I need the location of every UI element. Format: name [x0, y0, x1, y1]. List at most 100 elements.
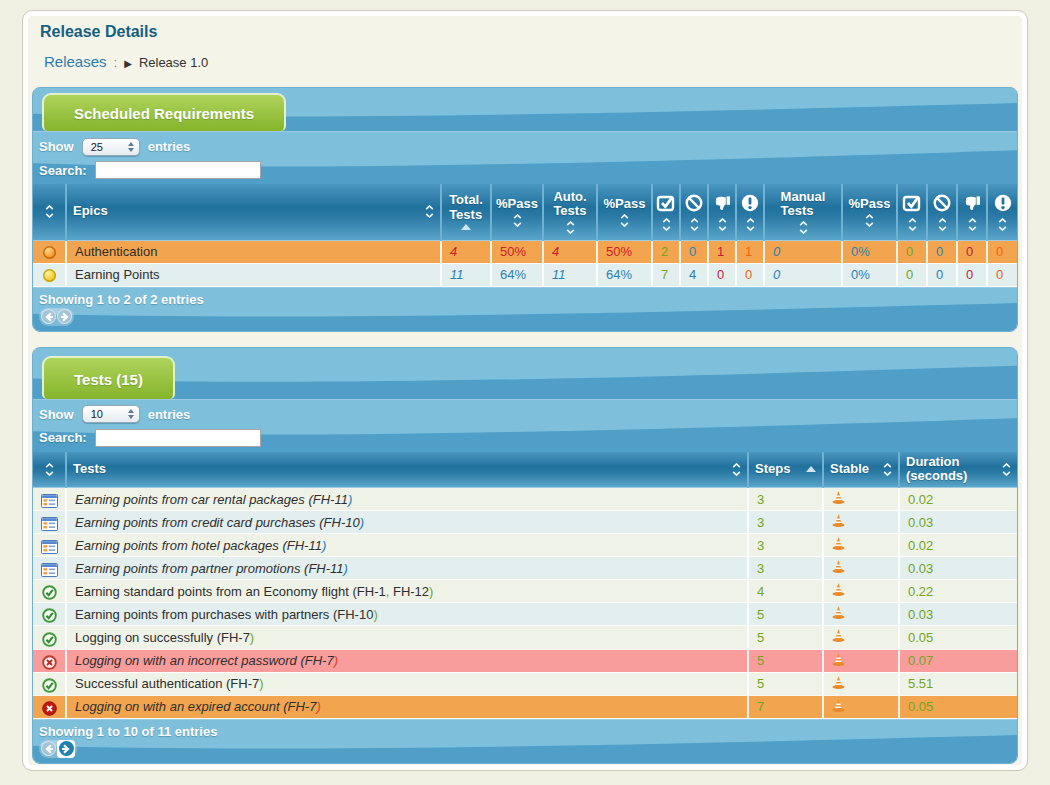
test-row[interactable]: Earning points from partner promotions (…: [33, 557, 1017, 580]
column-header-checkbox-icon[interactable]: [652, 184, 680, 240]
tests-table: TestsStepsStableDuration(seconds) Earnin…: [33, 452, 1017, 719]
requirements-showing-info: Showing 1 to 2 of 2 entries: [39, 292, 1017, 307]
spreadsheet-icon: [41, 538, 58, 553]
test-stable: [823, 626, 899, 649]
test-steps: 3: [748, 511, 823, 534]
epic-metric: 50%: [597, 240, 652, 263]
test-name: Successful authentication (FH-7): [66, 672, 748, 695]
next-page-button[interactable]: [57, 309, 72, 324]
test-row[interactable]: Logging on successfully (FH-7)50.05: [33, 626, 1017, 649]
epic-metric: 64%: [491, 263, 543, 286]
test-duration: 0.02: [899, 488, 1017, 511]
spreadsheet-icon: [41, 561, 58, 576]
column-header-total-tests[interactable]: Total.Tests: [441, 184, 491, 240]
test-row[interactable]: Earning points from car rental packages …: [33, 488, 1017, 511]
test-row[interactable]: Earning points from purchases with partn…: [33, 603, 1017, 626]
requirements-footer: Showing 1 to 2 of 2 entries: [33, 287, 1017, 331]
column-header-stable[interactable]: Stable: [823, 452, 899, 488]
epic-metric: 2: [652, 240, 680, 263]
test-name: Earning points from purchases with partn…: [66, 603, 748, 626]
fail-ring-icon: [42, 654, 57, 669]
test-stable: [823, 534, 899, 557]
breadcrumb-current: Release 1.0: [139, 55, 208, 70]
epic-metric: 0: [987, 263, 1017, 286]
column-header-steps[interactable]: Steps: [748, 452, 823, 488]
tests-showing-info: Showing 1 to 10 of 11 entries: [39, 724, 1017, 739]
tests-tab[interactable]: Tests (15): [42, 356, 175, 399]
requirements-search-input[interactable]: [95, 161, 261, 179]
pass-icon: [42, 607, 57, 622]
epic-metric: 11: [543, 263, 597, 286]
tests-search-input[interactable]: [95, 429, 261, 447]
epic-metric: 0: [764, 263, 842, 286]
epic-metric: 0: [764, 240, 842, 263]
requirements-entries-select[interactable]: 25: [82, 138, 140, 156]
test-name: Earning points from hotel packages (FH-1…: [66, 534, 748, 557]
no-entry-icon: [932, 193, 952, 216]
test-duration: 0.03: [899, 603, 1017, 626]
cone-icon: [832, 538, 845, 553]
test-row[interactable]: Logging on with an expired account (FH-7…: [33, 695, 1017, 718]
column-header-auto-tests[interactable]: Auto.Tests: [543, 184, 597, 240]
test-row[interactable]: Successful authentication (FH-7)55.51: [33, 672, 1017, 695]
epic-row[interactable]: Earning Points1164%1164%740000%0000: [33, 263, 1017, 286]
tests-entries-select[interactable]: 10: [82, 405, 140, 423]
tests-footer: Showing 1 to 10 of 11 entries: [33, 719, 1017, 763]
tests-toolbar: Show 10 entries Search:: [33, 399, 1017, 452]
column-header-exclamation-icon[interactable]: [736, 184, 764, 240]
epic-metric: 0: [708, 263, 736, 286]
test-row[interactable]: Logging on with an incorrect password (F…: [33, 649, 1017, 672]
pass-icon: [42, 584, 57, 599]
column-header-sort[interactable]: [33, 184, 66, 240]
test-name: Earning points from car rental packages …: [66, 488, 748, 511]
spreadsheet-icon: [41, 515, 58, 530]
previous-page-button[interactable]: [41, 741, 56, 756]
column-header-no-entry-icon[interactable]: [680, 184, 708, 240]
column-header-thumbs-down-icon[interactable]: [708, 184, 736, 240]
test-stable: [823, 557, 899, 580]
scheduled-requirements-panel: Scheduled Requirements Show 25 entries S…: [32, 87, 1018, 332]
column-header-thumbs-down-icon[interactable]: [957, 184, 987, 240]
test-steps: 3: [748, 488, 823, 511]
epic-metric: 4: [441, 240, 491, 263]
orange-status-icon: [43, 246, 56, 259]
column-header-sort[interactable]: [33, 452, 66, 488]
breadcrumb-releases-link[interactable]: Releases: [44, 53, 107, 70]
scheduled-requirements-tab[interactable]: Scheduled Requirements: [42, 93, 286, 131]
epic-metric: 0: [927, 263, 957, 286]
column-header-manual-tests[interactable]: ManualTests: [764, 184, 842, 240]
test-name: Earning points from credit card purchase…: [66, 511, 748, 534]
column-header-duration-seconds-[interactable]: Duration(seconds): [899, 452, 1017, 488]
cone-icon: [832, 515, 845, 530]
column-header-tests[interactable]: Tests: [66, 452, 748, 488]
epic-metric: 0%: [842, 240, 897, 263]
tests-pager: [39, 740, 77, 758]
fail-solid-icon: [42, 700, 57, 715]
test-row[interactable]: Earning points from hotel packages (FH-1…: [33, 534, 1017, 557]
test-row[interactable]: Earning standard points from an Economy …: [33, 580, 1017, 603]
column-header-checkbox-icon[interactable]: [897, 184, 927, 240]
column-header--pass[interactable]: %Pass: [491, 184, 543, 240]
test-name: Earning points from partner promotions (…: [66, 557, 748, 580]
cone-icon: [832, 630, 845, 645]
column-header-exclamation-icon[interactable]: [987, 184, 1017, 240]
column-header--pass[interactable]: %Pass: [842, 184, 897, 240]
test-row[interactable]: Earning points from credit card purchase…: [33, 511, 1017, 534]
cone-icon: [832, 561, 845, 576]
epic-metric: 0: [957, 263, 987, 286]
next-page-button[interactable]: [59, 741, 74, 756]
tests-header-band: Tests (15): [33, 348, 1017, 399]
test-steps: 3: [748, 557, 823, 580]
epic-row[interactable]: Authentication450%450%201100%0000: [33, 240, 1017, 263]
previous-page-button[interactable]: [41, 309, 56, 324]
no-entry-icon: [684, 193, 704, 216]
requirements-toolbar: Show 25 entries Search:: [33, 131, 1017, 184]
epic-metric: 50%: [491, 240, 543, 263]
epic-metric: 4: [543, 240, 597, 263]
column-header-epics[interactable]: Epics: [66, 184, 441, 240]
thumbs-down-icon: [712, 193, 732, 216]
column-header--pass[interactable]: %Pass: [597, 184, 652, 240]
column-header-no-entry-icon[interactable]: [927, 184, 957, 240]
test-name: Logging on with an incorrect password (F…: [66, 649, 748, 672]
test-steps: 3: [748, 534, 823, 557]
